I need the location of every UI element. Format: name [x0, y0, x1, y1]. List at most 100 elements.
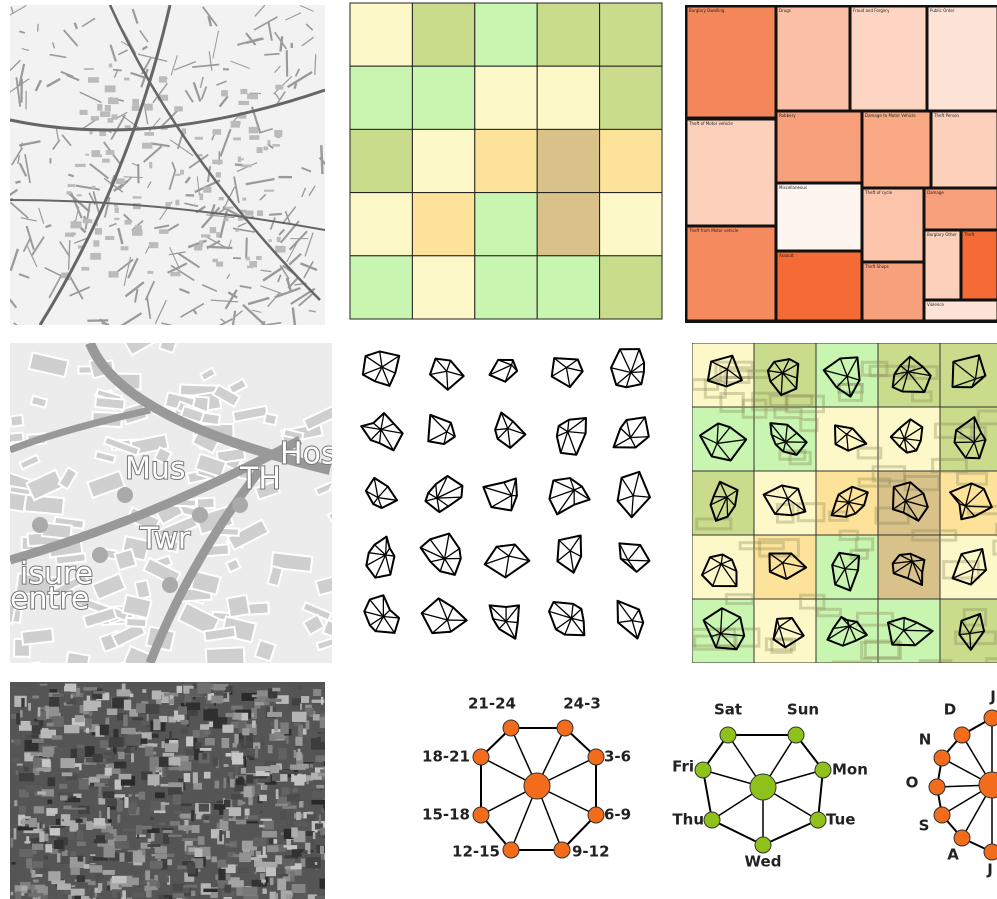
block — [108, 97, 119, 105]
photo-texture — [286, 839, 291, 845]
heat-cell — [536, 2, 601, 67]
block — [164, 538, 180, 554]
photo-texture — [158, 708, 171, 716]
block — [179, 404, 206, 424]
photo-texture — [78, 778, 89, 790]
glyph-spoke — [844, 568, 859, 571]
glyph-spoke — [720, 559, 733, 565]
block — [238, 100, 250, 106]
photo-texture — [114, 779, 122, 790]
photo-texture — [296, 811, 301, 821]
photo-texture — [292, 889, 308, 899]
photo-texture — [61, 850, 68, 861]
glyph-spoke — [633, 495, 651, 498]
photo-texture — [227, 772, 234, 783]
photo-texture — [313, 749, 325, 755]
photo-texture — [108, 763, 121, 774]
street — [75, 184, 100, 191]
glyph-spoke — [911, 561, 923, 586]
photo-texture — [32, 757, 48, 768]
treemap-label: Assault — [779, 253, 794, 258]
glyph-spoke — [775, 441, 786, 446]
main-road — [145, 467, 264, 663]
glyph-outline — [702, 607, 746, 651]
photo-texture — [191, 809, 195, 822]
glyph-spoke — [374, 554, 387, 578]
photo-texture — [196, 814, 202, 820]
street — [160, 109, 179, 128]
photo-texture — [282, 874, 293, 882]
glyph-spoke — [838, 493, 849, 503]
glyph-spoke — [960, 505, 967, 520]
photo-texture — [254, 702, 265, 706]
photo-texture — [138, 743, 154, 748]
photo-texture — [117, 814, 121, 823]
photo-texture — [117, 799, 123, 812]
photo-texture — [99, 779, 108, 787]
photo-texture — [126, 897, 133, 899]
street-map — [10, 5, 325, 325]
photo-texture — [60, 814, 71, 826]
photo-texture — [137, 731, 142, 737]
street — [259, 321, 282, 325]
block — [204, 646, 246, 663]
block — [194, 245, 203, 251]
block — [216, 232, 220, 238]
photo-texture — [213, 683, 229, 691]
photo-texture — [267, 711, 283, 717]
photo-texture — [290, 863, 302, 870]
photo-texture — [45, 707, 50, 719]
photo-texture — [224, 884, 232, 893]
street — [188, 154, 209, 169]
photo-texture — [193, 782, 203, 790]
photo-texture — [105, 718, 110, 725]
street — [112, 68, 122, 72]
treemap-label: Theft Shops — [864, 264, 889, 269]
glyph-spoke — [772, 626, 780, 640]
photo-texture — [250, 848, 255, 856]
glyph-spoke — [510, 359, 514, 366]
photo-texture — [274, 731, 286, 740]
glyph-spoke — [629, 437, 637, 448]
glyph-outline — [706, 354, 743, 388]
glyph-spoke — [374, 366, 383, 382]
street — [286, 71, 313, 89]
glyph-spoke — [903, 629, 933, 632]
glyph-spoke — [892, 371, 909, 388]
block — [203, 186, 212, 193]
street — [281, 206, 297, 225]
photo-texture — [314, 767, 325, 773]
overlay-cell — [815, 598, 879, 663]
street — [288, 252, 302, 266]
block — [277, 246, 281, 252]
street — [150, 142, 170, 148]
photo-texture — [305, 720, 310, 730]
heat-cell — [349, 255, 413, 320]
legend-center — [749, 773, 777, 801]
photo-texture — [168, 787, 182, 795]
treemap-label: Theft — [963, 232, 975, 237]
glyph-spoke — [711, 443, 718, 457]
map-marker — [32, 517, 48, 533]
treemap-cell — [862, 262, 924, 321]
photo-texture — [17, 826, 34, 831]
block — [176, 601, 221, 638]
photo-texture — [204, 738, 215, 746]
photo-texture — [70, 796, 77, 799]
photo-texture — [291, 883, 306, 893]
photo-texture — [99, 724, 109, 736]
photo-texture — [59, 783, 68, 789]
glyph-spoke — [443, 533, 450, 559]
photo-texture — [105, 764, 109, 768]
photo-texture — [241, 741, 254, 749]
photo-texture — [69, 692, 84, 698]
photo-texture — [296, 752, 302, 761]
photo-texture — [259, 810, 263, 814]
glyph-spoke — [436, 496, 462, 499]
photo-texture — [147, 743, 158, 747]
street — [170, 264, 195, 282]
photo-texture — [291, 773, 306, 782]
legend-label: 24-3 — [563, 695, 601, 713]
legend-label: J — [986, 861, 993, 879]
